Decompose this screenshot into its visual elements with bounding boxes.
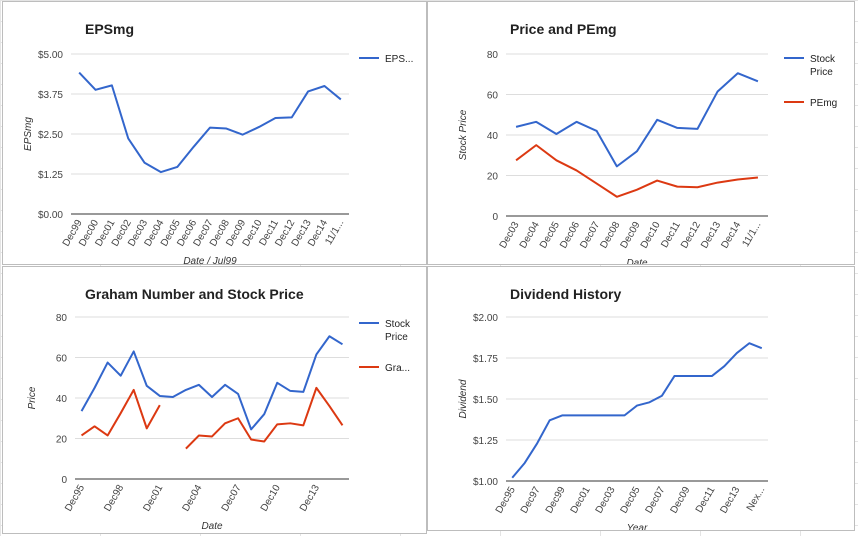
y-tick-label: 40 bbox=[487, 131, 499, 142]
legend-label: Stock bbox=[810, 54, 836, 65]
x-tick-label: Dec07 bbox=[644, 485, 668, 516]
x-tick-label: Dec99 bbox=[544, 485, 568, 516]
x-tick-label: Nex... bbox=[745, 485, 768, 513]
chart-panel-price-pemg: Price and PEmg 0 20 40 60 80 Stock Price Dec03 D… bbox=[427, 1, 855, 265]
series-line-1 bbox=[78, 71, 342, 174]
chart-title: Price and PEmg bbox=[510, 21, 617, 37]
x-tick-label: Dec95 bbox=[63, 483, 87, 514]
series-line-2 bbox=[80, 388, 161, 437]
chart-title: EPSmg bbox=[85, 21, 134, 37]
series-line-2 bbox=[185, 386, 344, 450]
x-tick-label: Dec01 bbox=[569, 485, 593, 516]
y-tick-label: 80 bbox=[56, 313, 68, 324]
x-tick-label: 11/1... bbox=[740, 220, 763, 249]
legend-label: Price bbox=[810, 67, 833, 78]
x-tick-label: Dec95 bbox=[494, 485, 518, 516]
chart-title: Graham Number and Stock Price bbox=[85, 286, 304, 302]
legend-label: EPS... bbox=[385, 54, 413, 65]
chart-graham: Graham Number and Stock Price 0 20 40 60 80 Pr… bbox=[27, 286, 411, 532]
chart-epsmg: EPSmg$0.00$1.25$2.50$3.75$5.00EPSmgDec99… bbox=[23, 21, 413, 265]
y-tick-label: 20 bbox=[487, 172, 499, 183]
x-tick-label: Dec01 bbox=[141, 483, 165, 514]
y-tick-label: $1.25 bbox=[473, 436, 498, 447]
series-line-2 bbox=[515, 144, 759, 198]
x-tick-label: Dec05 bbox=[619, 485, 643, 516]
x-tick-label: Dec14 bbox=[719, 220, 743, 251]
y-axis-label: Stock Price bbox=[458, 109, 469, 160]
y-tick-label: $2.00 bbox=[473, 313, 498, 324]
x-tick-label: Dec10 bbox=[259, 483, 283, 514]
x-tick-label: Dec03 bbox=[594, 485, 618, 516]
x-tick-label: Dec98 bbox=[102, 483, 126, 514]
y-tick-label: $0.00 bbox=[38, 210, 63, 221]
x-axis-label: Date bbox=[201, 521, 223, 532]
y-tick-label: $1.75 bbox=[473, 354, 498, 365]
x-tick-label: Dec97 bbox=[519, 485, 543, 516]
x-tick-label: Dec09 bbox=[669, 485, 693, 516]
legend-label: Price bbox=[385, 332, 408, 343]
chart-panel-graham: Graham Number and Stock Price 0 20 40 60 80 Pr… bbox=[2, 266, 427, 534]
x-axis-label: Date / Jul99 bbox=[183, 256, 237, 265]
y-tick-label: $1.25 bbox=[38, 170, 63, 181]
y-tick-label: 0 bbox=[492, 212, 498, 223]
x-tick-label: Dec10 bbox=[639, 220, 663, 251]
y-tick-label: $1.00 bbox=[473, 477, 498, 488]
y-tick-label: $3.75 bbox=[38, 90, 63, 101]
legend-label: PEmg bbox=[810, 98, 837, 109]
x-tick-label: Dec04 bbox=[181, 483, 205, 514]
series-line-1 bbox=[515, 72, 759, 168]
y-tick-label: 20 bbox=[56, 435, 68, 446]
y-axis-label: EPSmg bbox=[23, 117, 34, 151]
y-tick-label: $5.00 bbox=[38, 50, 63, 61]
y-tick-label: $2.50 bbox=[38, 130, 63, 141]
y-tick-label: $1.50 bbox=[473, 395, 498, 406]
series-line-1 bbox=[80, 335, 344, 431]
chart-dividend: Dividend History $1.00 $1.25 $1.50 $1.75 $2.0… bbox=[458, 286, 768, 531]
x-axis-label: Year bbox=[627, 523, 648, 531]
y-axis-label: Dividend bbox=[458, 379, 469, 418]
legend-label: Stock bbox=[385, 319, 411, 330]
legend-label: Gra... bbox=[385, 363, 410, 374]
y-tick-label: 40 bbox=[56, 394, 68, 405]
chart-panel-epsmg: EPSmg $0.00 $1.25 $2.50 $3.75 $5.00 EPSmg Dec99… bbox=[2, 1, 427, 265]
y-tick-label: 60 bbox=[56, 354, 68, 365]
y-tick-label: 0 bbox=[61, 475, 67, 486]
chart-panel-dividend: Dividend History $1.00 $1.25 $1.50 $1.75 $2.0… bbox=[427, 266, 855, 531]
series-line-1 bbox=[511, 342, 763, 479]
y-axis-label: Price bbox=[27, 386, 38, 409]
x-axis-label: Date bbox=[626, 258, 648, 265]
y-tick-label: 60 bbox=[487, 91, 499, 102]
x-tick-label: Dec11 bbox=[694, 485, 718, 515]
y-tick-label: 80 bbox=[487, 50, 499, 61]
x-tick-label: Dec13 bbox=[298, 483, 322, 514]
x-tick-label: Dec13 bbox=[718, 485, 742, 516]
chart-title: Dividend History bbox=[510, 286, 621, 302]
x-tick-label: Dec07 bbox=[220, 483, 244, 514]
